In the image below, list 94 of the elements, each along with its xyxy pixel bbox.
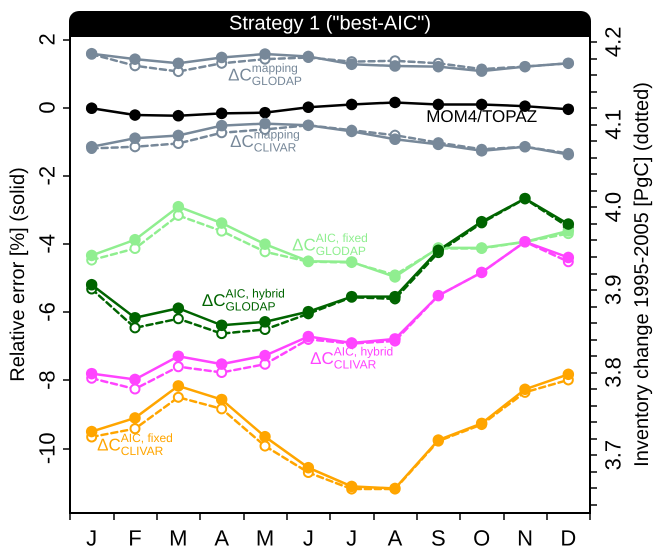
- point: [260, 440, 270, 452]
- point: [259, 430, 271, 442]
- point: [216, 394, 228, 406]
- point: [259, 350, 271, 362]
- y-tick-label: -10: [34, 432, 60, 464]
- x-tick-label: D: [560, 526, 576, 549]
- point: [129, 234, 141, 246]
- point: [259, 106, 271, 118]
- point: [172, 110, 184, 122]
- x-tick-label: F: [128, 526, 142, 549]
- point: [259, 48, 271, 60]
- point: [346, 480, 358, 492]
- point: [129, 109, 141, 121]
- point: [216, 120, 228, 132]
- point: [129, 312, 141, 324]
- point: [172, 58, 184, 70]
- point: [172, 130, 184, 142]
- x-tick-label: M: [256, 526, 274, 549]
- y-tick-label: -6: [34, 302, 60, 322]
- point: [389, 271, 401, 283]
- point: [432, 60, 444, 72]
- point: [86, 102, 98, 114]
- point: [216, 403, 228, 414]
- point: [432, 244, 444, 256]
- point: [130, 384, 140, 394]
- point: [172, 200, 184, 212]
- point: [562, 368, 574, 380]
- point: [216, 217, 228, 229]
- point: [389, 96, 401, 108]
- y-tick-label: 0: [34, 101, 60, 114]
- point: [562, 252, 574, 264]
- point: [302, 462, 314, 474]
- point: [432, 98, 444, 110]
- x-tick-label: M: [169, 526, 188, 549]
- point: [172, 380, 184, 392]
- point: [129, 53, 141, 65]
- point: [86, 278, 98, 290]
- point: [259, 238, 271, 250]
- point: [129, 132, 141, 144]
- y-tick-label: -4: [34, 234, 60, 254]
- point: [216, 52, 228, 64]
- y2-tick-label: 4.0: [600, 192, 626, 222]
- y2-tick-label: 3.7: [600, 440, 626, 470]
- point: [389, 133, 401, 145]
- point: [130, 423, 140, 434]
- y2-tick-label: 3.9: [600, 274, 626, 306]
- x-tick-label: O: [473, 526, 490, 549]
- point: [346, 58, 358, 70]
- point: [129, 412, 141, 424]
- y-tick-label: -2: [34, 166, 60, 186]
- point: [562, 104, 574, 115]
- point: [302, 330, 314, 342]
- x-tick-label: N: [517, 526, 533, 549]
- point: [172, 302, 184, 314]
- point: [302, 306, 314, 318]
- point: [389, 290, 401, 302]
- y-axis-title: Relative error [%] (solid): [7, 167, 30, 382]
- point: [216, 108, 228, 120]
- x-tick-label: A: [388, 526, 403, 549]
- point: [172, 350, 184, 362]
- y-tick-label: 2: [34, 33, 60, 46]
- point: [519, 384, 531, 396]
- series-label: MOM4/TOPAZ: [426, 106, 538, 126]
- point: [130, 242, 140, 254]
- y2-tick-label: 3.8: [600, 357, 626, 388]
- chart-title: Strategy 1 ("best-AIC"): [228, 12, 432, 34]
- point: [216, 320, 228, 332]
- point: [129, 374, 141, 386]
- y2-tick-label: 4.1: [600, 109, 626, 140]
- x-tick-label: J: [86, 526, 98, 549]
- point: [346, 98, 358, 110]
- point: [216, 358, 228, 370]
- x-tick-label: S: [430, 526, 446, 549]
- point: [130, 322, 140, 334]
- x-tick-label: J: [302, 526, 314, 549]
- point: [86, 368, 98, 380]
- point: [172, 210, 184, 221]
- y2-axis-title: Inventory change 1995-2005 [PgC] (dotted): [630, 82, 653, 467]
- x-tick-label: A: [214, 526, 230, 549]
- point: [476, 98, 488, 110]
- point: [389, 333, 401, 345]
- y2-tick-label: 4.2: [600, 26, 626, 58]
- point: [86, 426, 98, 438]
- point: [172, 392, 184, 403]
- point: [259, 118, 271, 130]
- point: [86, 250, 98, 262]
- y-tick-label: -8: [34, 370, 60, 390]
- point: [172, 361, 184, 372]
- x-tick-label: J: [346, 526, 358, 549]
- point: [259, 316, 271, 328]
- point: [562, 218, 574, 230]
- point: [302, 101, 314, 113]
- point: [172, 313, 184, 324]
- point: [389, 60, 401, 72]
